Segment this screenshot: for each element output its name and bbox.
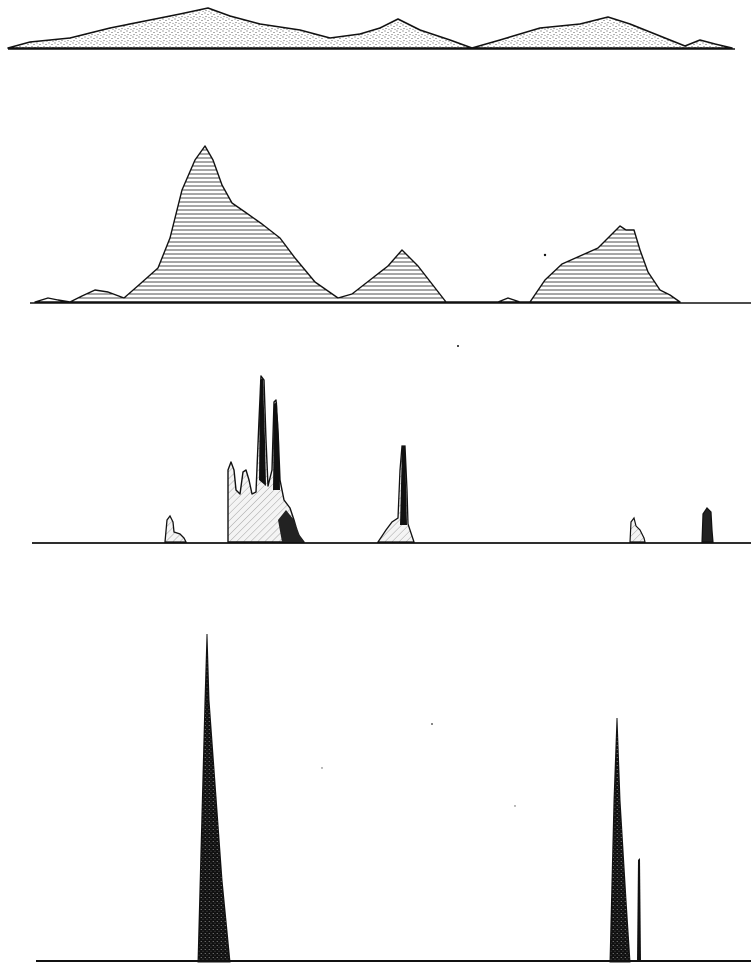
- panel-4-speck-3: [514, 805, 516, 807]
- panel-3-cluster-dark-spike-2: [273, 402, 280, 490]
- panel-2-profile: [34, 145, 681, 303]
- panel-2: [30, 145, 751, 304]
- panel-1-profile: [7, 7, 733, 49]
- panel-3-mid-spike-dark: [400, 446, 407, 525]
- panel-4: [36, 633, 751, 963]
- panel-4-speck-1: [431, 723, 433, 725]
- panel-4-speck-2: [321, 767, 323, 769]
- panel-2-speck: [543, 253, 547, 257]
- panel-3: [32, 345, 751, 544]
- panel-3-cluster-dark-base: [278, 510, 304, 542]
- panel-3-small-spike-right-2: [701, 507, 714, 543]
- panel-4-spike-left: [197, 633, 231, 963]
- panel-3-mid-spike: [376, 445, 415, 543]
- panel-3-small-spike-right-1: [629, 516, 646, 543]
- panel-4-spike-right: [609, 717, 631, 963]
- panel-3-cluster-dark-spike-1: [259, 378, 266, 486]
- panel-1: [7, 7, 735, 50]
- panel-3-cluster: [227, 375, 305, 543]
- panel-4-spike-thin: [637, 858, 641, 962]
- panel-3-small-spike-left: [164, 514, 188, 543]
- panel-3-speck: [457, 345, 459, 347]
